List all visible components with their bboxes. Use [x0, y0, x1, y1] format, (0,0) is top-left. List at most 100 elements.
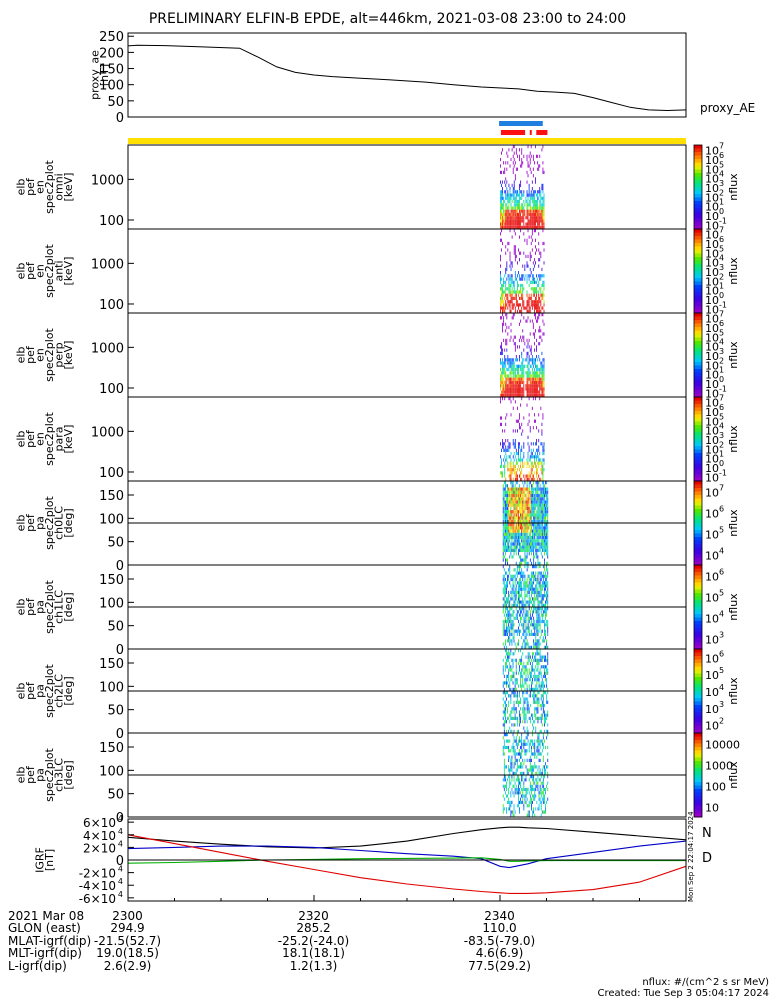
- heatmap-cell: [540, 513, 542, 517]
- heatmap-cell: [520, 180, 522, 184]
- heatmap-cell: [534, 335, 535, 339]
- en_para-colorbar-step: [694, 467, 702, 471]
- heatmap-cell: [520, 526, 521, 530]
- pa_ch1-colorbar-step: [694, 635, 702, 639]
- heatmap-cell: [520, 671, 521, 675]
- heatmap-cell: [521, 736, 523, 740]
- heatmap-cell: [521, 274, 523, 278]
- heatmap-cell: [538, 461, 540, 465]
- heatmap-cell: [547, 723, 549, 727]
- proxy-ae-line: [127, 44, 687, 112]
- heatmap-cell: [509, 303, 511, 307]
- heatmap-cell: [546, 481, 548, 485]
- heatmap-cell: [537, 471, 539, 475]
- heatmap-cell: [517, 203, 518, 207]
- heatmap-cell: [528, 190, 530, 194]
- heatmap-cell: [535, 787, 537, 792]
- heatmap-cell: [530, 196, 532, 200]
- heatmap-cell: [542, 212, 544, 217]
- heatmap-cell: [540, 193, 542, 197]
- heatmap-cell: [508, 545, 510, 549]
- heatmap-cell: [523, 794, 525, 798]
- pa_ch0-colorbar-step: [694, 554, 702, 559]
- heatmap-cell: [526, 671, 528, 675]
- en_anti-cbar-label-3: 10: [705, 275, 719, 288]
- proxy-ae-ytick-label-3: 150: [99, 63, 124, 78]
- heatmap-cell: [543, 442, 545, 446]
- heatmap-cell: [505, 571, 506, 575]
- heatmap-cell: [513, 471, 515, 475]
- heatmap-cell: [535, 216, 536, 220]
- heatmap-cell: [503, 742, 505, 746]
- heatmap-cell: [525, 610, 527, 614]
- heatmap-cell: [519, 393, 520, 398]
- heatmap-cell: [532, 535, 533, 540]
- heatmap-cell: [503, 771, 505, 776]
- heatmap-cell: [505, 313, 507, 317]
- heatmap-cell: [524, 487, 526, 491]
- heatmap-cell: [525, 493, 527, 498]
- en_para-colorbar-step: [694, 435, 702, 440]
- heatmap-cell: [534, 539, 536, 543]
- heatmap-cell: [521, 787, 523, 792]
- heatmap-cell: [514, 225, 516, 230]
- heatmap-cell: [537, 510, 539, 514]
- pa_ch0-colorbar-step: [694, 537, 702, 541]
- heatmap-cell: [541, 187, 543, 191]
- heatmap-cell: [513, 590, 515, 595]
- heatmap-cell: [508, 442, 510, 446]
- heatmap-cell: [515, 594, 517, 598]
- heatmap-cell: [529, 600, 531, 604]
- heatmap-cell: [522, 503, 524, 507]
- heatmap-cell: [515, 474, 517, 478]
- heatmap-cell: [514, 367, 516, 372]
- heatmap-cell: [538, 771, 540, 776]
- xaxis-row-2-value-2: -83.5(-79.0): [463, 934, 536, 948]
- heatmap-cell: [543, 274, 545, 278]
- heatmap-cell: [527, 303, 529, 307]
- heatmap-cell: [524, 203, 526, 207]
- heatmap-cell: [514, 581, 516, 585]
- heatmap-cell: [522, 632, 524, 637]
- heatmap-cell: [523, 623, 525, 627]
- heatmap-cell: [526, 555, 528, 559]
- heatmap-cell: [542, 619, 544, 624]
- heatmap-cell: [502, 193, 503, 197]
- heatmap-cell: [538, 225, 540, 230]
- heatmap-cell: [526, 154, 528, 158]
- heatmap-cell: [517, 290, 518, 294]
- heatmap-cell: [540, 251, 542, 255]
- heatmap-cell: [533, 571, 535, 575]
- heatmap-cell: [534, 813, 536, 818]
- heatmap-cell: [502, 526, 504, 530]
- heatmap-cell: [532, 303, 534, 307]
- heatmap-cell: [520, 574, 521, 578]
- heatmap-cell: [510, 500, 512, 504]
- heatmap-cell: [524, 739, 526, 743]
- en_para-cbar-label-5: 10: [705, 425, 719, 438]
- heatmap-cell: [512, 813, 514, 818]
- heatmap-cell: [508, 768, 510, 772]
- heatmap-cell: [525, 558, 527, 562]
- heatmap-cell: [503, 768, 505, 772]
- heatmap-cell: [534, 658, 536, 662]
- heatmap-cell: [503, 199, 505, 204]
- heatmap-cell: [529, 497, 531, 501]
- heatmap-cell: [519, 607, 520, 611]
- heatmap-cell: [529, 161, 531, 165]
- heatmap-cell: [532, 222, 534, 226]
- heatmap-cell: [514, 513, 516, 517]
- heatmap-cell: [531, 380, 533, 385]
- heatmap-cell: [533, 516, 535, 520]
- heatmap-cell: [527, 574, 529, 578]
- heatmap-cell: [511, 607, 513, 611]
- heatmap-cell: [514, 442, 516, 446]
- heatmap-cell: [536, 487, 538, 491]
- heatmap-cell: [540, 523, 542, 527]
- heatmap-cell: [512, 658, 514, 662]
- heatmap-cell: [539, 490, 541, 494]
- heatmap-cell: [516, 758, 518, 763]
- heatmap-cell: [518, 797, 519, 801]
- heatmap-cell: [534, 206, 535, 210]
- heatmap-cell: [521, 739, 523, 743]
